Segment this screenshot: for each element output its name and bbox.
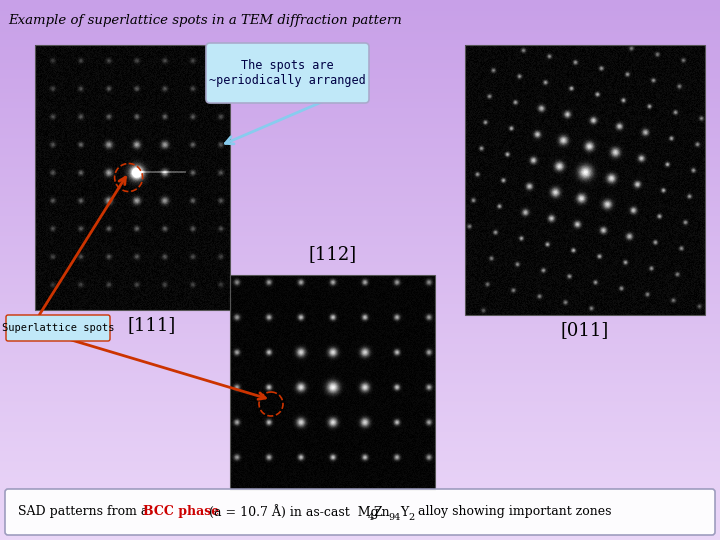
FancyBboxPatch shape (206, 43, 369, 103)
Text: Zn: Zn (373, 505, 390, 518)
Text: The spots are
~periodically arranged: The spots are ~periodically arranged (209, 59, 366, 87)
FancyBboxPatch shape (6, 315, 110, 341)
Text: Example of superlattice spots in a TEM diffraction pattern: Example of superlattice spots in a TEM d… (8, 14, 402, 27)
Text: (a = 10.7 Å) in as-cast  Mg: (a = 10.7 Å) in as-cast Mg (205, 504, 379, 519)
FancyBboxPatch shape (5, 489, 715, 535)
Text: [112]: [112] (308, 245, 356, 263)
FancyArrowPatch shape (71, 340, 266, 399)
Text: 2: 2 (408, 512, 414, 522)
Text: [011]: [011] (561, 321, 609, 339)
Text: alloy showing important zones: alloy showing important zones (414, 505, 611, 518)
FancyArrowPatch shape (40, 177, 125, 315)
Text: BCC phase: BCC phase (143, 505, 220, 518)
Text: Y: Y (400, 505, 408, 518)
Bar (230, 275, 435, 490)
Text: [111]: [111] (128, 316, 176, 334)
FancyArrowPatch shape (225, 84, 362, 144)
Bar (465, 45, 705, 315)
Text: Superlattice spots: Superlattice spots (1, 323, 114, 333)
Text: SAD patterns from a: SAD patterns from a (18, 505, 153, 518)
Text: 4: 4 (368, 512, 374, 522)
Text: 94: 94 (388, 512, 400, 522)
Bar (35, 45, 230, 310)
